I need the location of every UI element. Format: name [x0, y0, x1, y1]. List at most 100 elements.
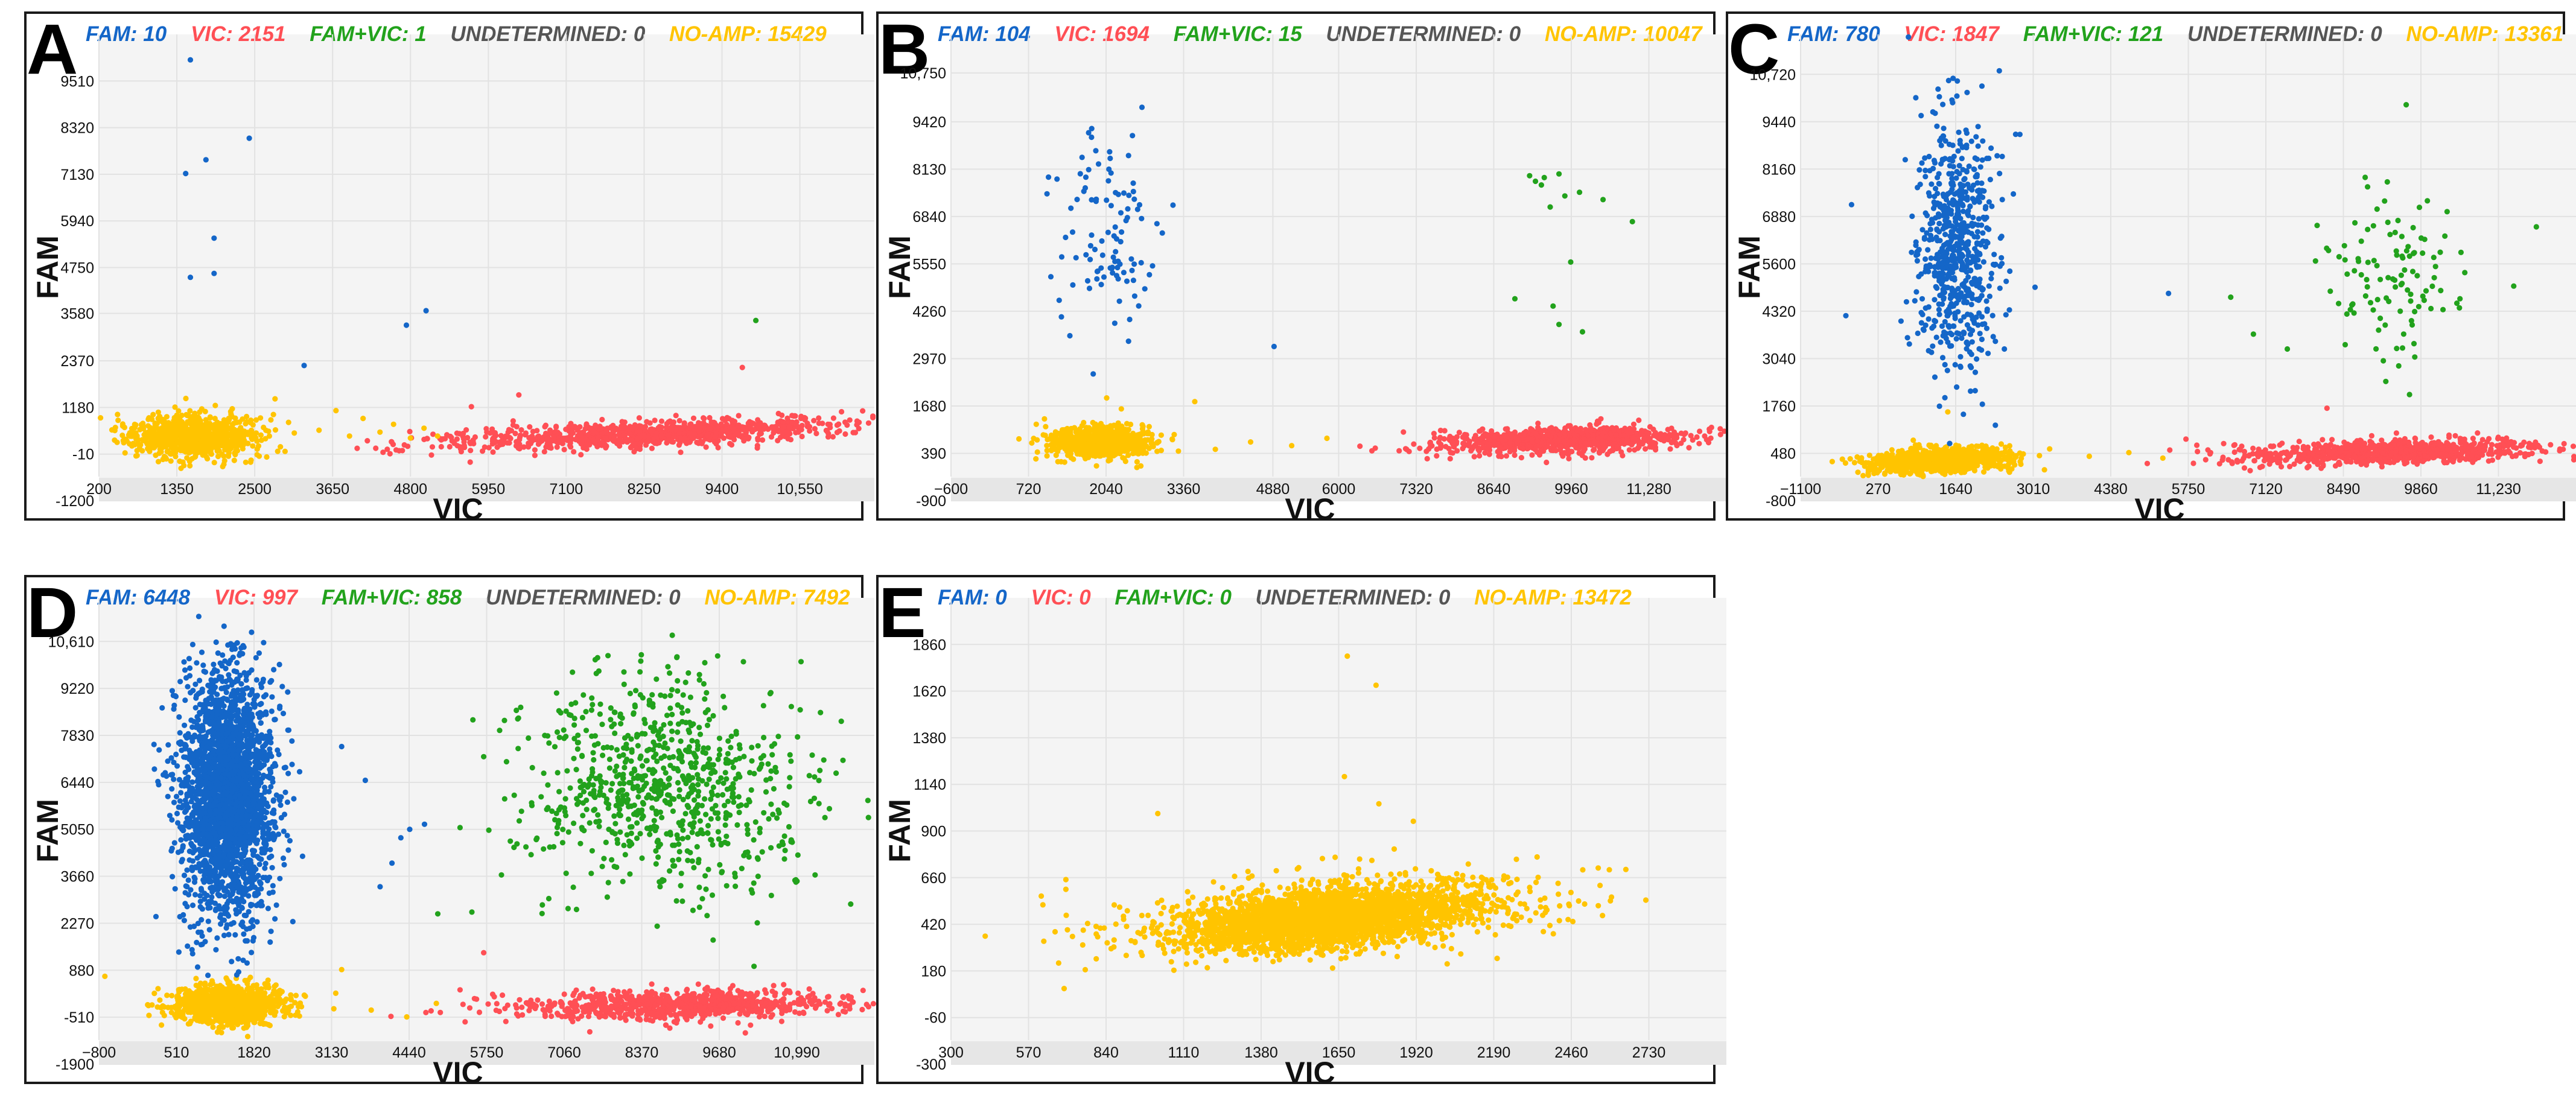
point-no-amp-a-694	[250, 443, 256, 449]
point-vic-a-1396	[752, 426, 758, 433]
point-fam-b-1660	[1074, 197, 1080, 203]
point-no-amp-c-857	[1944, 448, 1950, 454]
point-vic-b-1627	[1682, 430, 1688, 436]
point-no-amp-b-537	[1138, 463, 1144, 469]
point-no-amp-a-425	[115, 417, 121, 424]
point-fam-b-1667	[1056, 297, 1062, 303]
point-no-amp-a-833	[145, 445, 152, 451]
point-no-amp-b-651	[1158, 432, 1164, 438]
point-no-amp-b-412	[1044, 448, 1050, 454]
point-vic-a-1695	[854, 418, 860, 424]
point-vic-a-1384	[719, 416, 725, 422]
point-no-amp-a-871	[223, 425, 229, 431]
point-no-amp-a-837	[196, 433, 202, 439]
point-no-amp-c-788	[1929, 455, 1935, 461]
point-no-amp-c-793	[1998, 441, 2005, 447]
point-vic-a-1729	[668, 427, 674, 433]
point-no-amp-a-823	[202, 437, 208, 443]
point-no-amp-c-890	[1951, 457, 1957, 463]
point-no-amp-a-1854	[390, 421, 396, 427]
legend-fam-b: FAM: 104	[938, 22, 1031, 46]
point-vic-b-1614	[1578, 443, 1585, 449]
point-no-amp-b-677	[1109, 424, 1115, 430]
x-tick-label-a-3: 3650	[316, 481, 349, 498]
point-vic-b-1589	[1460, 445, 1466, 452]
point-vic-b-1601	[1484, 432, 1490, 438]
legend-undetermined-a: UNDETERMINED: 0	[450, 22, 646, 46]
point-fam-b-1670	[1092, 246, 1098, 253]
point-vic-b-1219	[1434, 446, 1440, 452]
point-no-amp-b-699	[1058, 440, 1064, 446]
point-vic-b-1552	[1643, 446, 1649, 452]
point-vic-a-1302	[724, 414, 730, 420]
point-no-amp-a-862	[183, 430, 189, 436]
point-no-amp-a-365	[254, 452, 260, 458]
point-vic-a-1746	[597, 426, 603, 432]
point-no-amp-c-867	[1897, 454, 1903, 460]
point-fam-a-1844	[187, 274, 194, 281]
legend-b: FAM: 104 VIC: 1694 FAM+VIC: 15 UNDETERMI…	[938, 22, 1720, 46]
point-no-amp-b-593	[1130, 451, 1136, 457]
point-no-amp-a-878	[249, 427, 255, 433]
point-vic-a-1777	[563, 427, 569, 433]
point-vic-b-1624	[1426, 446, 1432, 452]
point-vic-a-1465	[364, 438, 370, 444]
point-vic-a-1760	[595, 437, 601, 443]
point-vic-b-1495	[1591, 440, 1597, 446]
point-no-amp-c-237	[2018, 461, 2024, 468]
point-no-amp-a-749	[183, 449, 189, 455]
point-no-amp-a-1850	[333, 408, 339, 414]
point-no-amp-c-846	[1994, 456, 2000, 462]
point-vic-a-1789	[694, 439, 700, 446]
point-vic-a-1672	[644, 438, 650, 444]
point-no-amp-a-731	[129, 443, 135, 449]
y-tick-label-a-5: 4750	[60, 260, 94, 277]
point-no-amp-a-890	[194, 415, 200, 421]
point-vic-a-1834	[555, 430, 561, 436]
point-fam-b-1652	[1089, 197, 1095, 203]
point-vic-b-751	[1477, 452, 1483, 459]
point-vic-b-1214	[1437, 434, 1443, 440]
point-vic-a-1138	[467, 459, 473, 465]
legend-undetermined-b: UNDETERMINED: 0	[1326, 22, 1521, 46]
point-vic-a-910	[482, 444, 488, 450]
point-no-amp-c-794	[1913, 446, 1919, 452]
point-vic-a-1734	[784, 429, 790, 435]
point-fam-b-1700	[1089, 134, 1095, 141]
point-vic-b-1584	[1529, 439, 1536, 445]
point-vic-a-1581	[670, 419, 677, 425]
point-vic-a-1825	[734, 431, 740, 437]
point-vic-a-1736	[611, 435, 617, 441]
point-no-amp-b-687	[1146, 445, 1152, 451]
point-vic-a-1260	[715, 445, 721, 451]
point-no-amp-a-657	[155, 439, 161, 445]
point-vic-a-1796	[587, 442, 593, 448]
point-vic-a-957	[673, 413, 679, 419]
point-vic-b-1636	[1501, 433, 1507, 439]
point-no-amp-c-866	[1995, 462, 2001, 468]
point-fam-vic-b-1747	[1541, 174, 1547, 180]
point-vic-b-1617	[1656, 436, 1662, 442]
point-vic-a-1383	[847, 417, 853, 423]
point-vic-b-1432	[1697, 428, 1703, 434]
x-tick-label-b-8: 9960	[1554, 481, 1588, 498]
point-vic-b-1541	[1556, 437, 1562, 443]
y-tick-label-b-7: 8130	[912, 161, 946, 178]
point-fam-b-1651	[1079, 154, 1085, 160]
point-no-amp-a-1855	[407, 435, 413, 441]
point-vic-a-1382	[447, 443, 453, 450]
point-vic-a-1781	[532, 447, 538, 453]
point-no-amp-a-874	[201, 443, 207, 449]
point-vic-a-1079	[438, 443, 444, 450]
point-vic-a-1199	[842, 431, 848, 437]
point-fam-vic-a-1848	[753, 317, 759, 323]
point-vic-a-1557	[483, 434, 489, 440]
point-no-amp-b-703	[1081, 442, 1087, 449]
point-vic-a-1718	[451, 440, 457, 446]
point-fam-b-1716	[1107, 155, 1113, 162]
point-vic-a-1828	[569, 424, 575, 430]
point-vic-a-1811	[723, 428, 729, 434]
point-vic-b-1558	[1480, 426, 1486, 432]
point-no-amp-a-1859	[285, 419, 291, 425]
point-fam-a-1843	[211, 270, 217, 276]
